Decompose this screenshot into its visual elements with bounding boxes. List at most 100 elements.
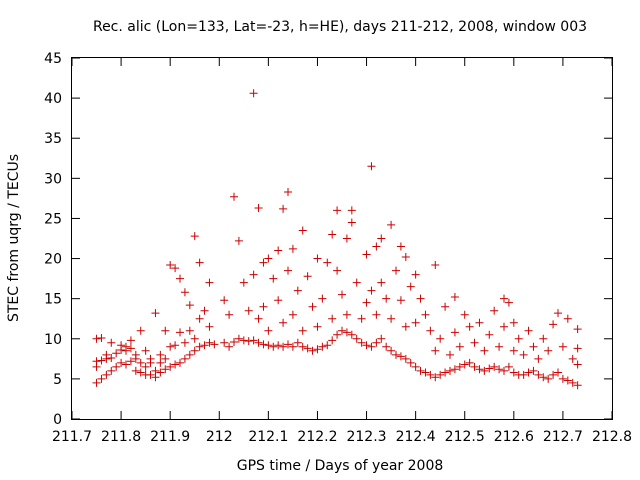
data-point [549, 370, 558, 379]
data-point [475, 365, 484, 374]
data-point [190, 346, 199, 355]
data-point [234, 334, 243, 343]
data-point [441, 302, 450, 311]
data-point [298, 342, 307, 351]
data-point [568, 354, 577, 363]
data-point [298, 226, 307, 235]
data-point [102, 370, 111, 379]
x-tick-label: 211.9 [150, 429, 190, 445]
data-point [411, 362, 420, 371]
data-point [504, 298, 513, 307]
x-tick-label: 212.6 [494, 429, 534, 445]
data-point [323, 341, 332, 350]
data-point [431, 346, 440, 355]
data-point [234, 236, 243, 245]
data-point [357, 314, 366, 323]
data-point [573, 344, 582, 353]
data-point [426, 326, 435, 335]
data-point [284, 187, 292, 196]
data-point [377, 334, 386, 343]
data-point [136, 368, 145, 377]
chart-title: Rec. alic (Lon=133, Lat=-23, h=HE), days… [93, 19, 587, 35]
x-tick-label: 211.8 [101, 429, 141, 445]
data-point [401, 354, 410, 363]
data-point [549, 320, 558, 329]
data-point [274, 341, 283, 350]
data-point [288, 342, 297, 351]
data-point [166, 342, 175, 351]
data-point [293, 338, 302, 347]
data-point [161, 326, 170, 335]
data-point [416, 294, 425, 303]
data-point [274, 296, 283, 305]
data-point [387, 346, 396, 355]
data-point [239, 336, 248, 345]
data-point [97, 356, 106, 365]
data-point [308, 302, 317, 311]
data-point [333, 330, 342, 339]
data-point [500, 366, 508, 375]
x-tick-label: 212.8 [592, 429, 632, 445]
plot-frame [71, 57, 613, 420]
data-point [156, 358, 165, 367]
data-point [249, 89, 258, 98]
data-point [288, 244, 297, 253]
data-point [180, 354, 189, 363]
data-point [470, 362, 479, 371]
x-axis: 211.7 211.8 211.9 212 212.1 212.2 212.3 212.4 21… [52, 58, 632, 445]
data-point [446, 366, 454, 375]
data-point [131, 366, 140, 375]
data-point [269, 342, 278, 351]
data-point [279, 318, 288, 327]
data-point [122, 342, 130, 351]
x-tick-label: 212 [206, 429, 233, 445]
data-point [396, 352, 405, 361]
data-point [146, 354, 155, 363]
data-point [436, 334, 445, 343]
data-point [264, 341, 273, 350]
data-point [279, 204, 288, 213]
data-point [264, 254, 273, 263]
data-point [136, 358, 145, 367]
data-point [254, 314, 263, 323]
data-point [190, 334, 199, 343]
data-point [367, 162, 376, 171]
data-point [171, 360, 180, 369]
data-point [406, 282, 415, 291]
data-point [230, 337, 238, 346]
data-point [97, 374, 106, 383]
data-point [416, 366, 425, 375]
data-point [284, 266, 292, 275]
data-point [171, 341, 180, 350]
data-point [239, 278, 248, 287]
data-point [455, 342, 464, 351]
data-point [284, 340, 292, 349]
data-point [475, 318, 484, 327]
data-point [220, 338, 229, 347]
data-point [220, 296, 229, 305]
data-point [131, 350, 140, 359]
x-tick-label: 212.3 [346, 429, 386, 445]
data-point [249, 270, 258, 279]
x-tick-label: 212.7 [543, 429, 583, 445]
data-point [377, 278, 386, 287]
y-tick-label: 5 [53, 372, 62, 388]
data-point [490, 306, 499, 315]
data-point [205, 278, 214, 287]
data-point [396, 242, 405, 251]
data-point [249, 336, 258, 345]
data-point [195, 314, 204, 323]
data-point [519, 350, 528, 359]
data-point [195, 258, 204, 267]
data-point [455, 362, 464, 371]
data-point [279, 342, 288, 351]
data-point [480, 346, 489, 355]
data-point [563, 314, 572, 323]
data-point [421, 310, 430, 319]
data-point [558, 374, 567, 383]
data-point [470, 338, 479, 347]
data-point [421, 368, 430, 377]
data-point [554, 368, 562, 377]
data-point [313, 345, 322, 354]
data-point [333, 266, 342, 275]
